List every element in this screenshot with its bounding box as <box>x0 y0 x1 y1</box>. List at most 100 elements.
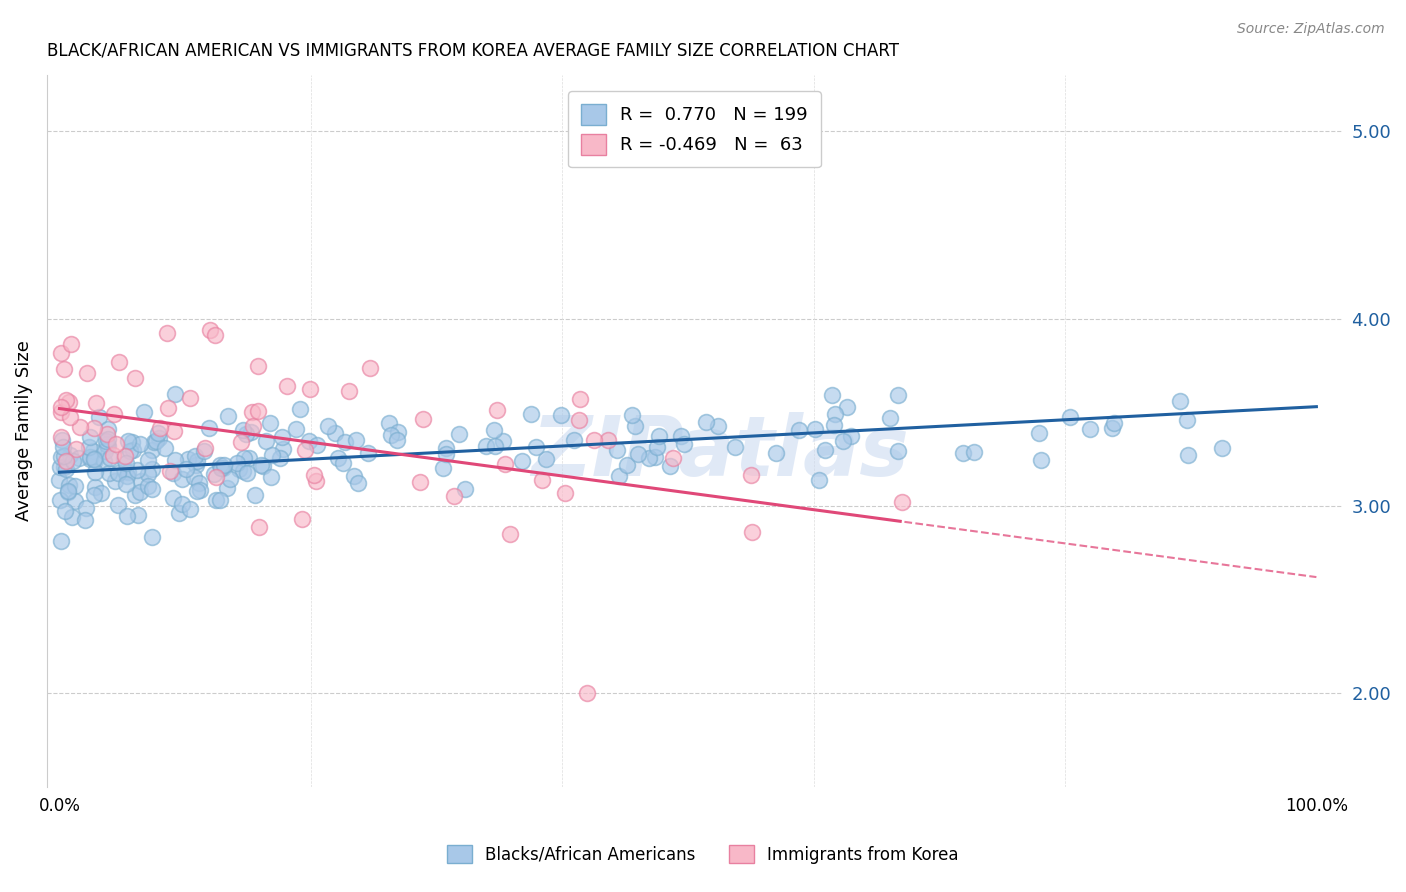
Legend: R =  0.770   N = 199, R = -0.469   N =  63: R = 0.770 N = 199, R = -0.469 N = 63 <box>568 91 821 168</box>
Point <box>138 467 160 481</box>
Point <box>89 409 111 424</box>
Point <box>170 497 193 511</box>
Point <box>242 419 264 434</box>
Point <box>167 506 190 520</box>
Point <box>337 384 360 399</box>
Point <box>832 434 855 449</box>
Point <box>128 485 150 500</box>
Point <box>82 444 104 458</box>
Point <box>260 449 283 463</box>
Point <box>252 458 274 473</box>
Point <box>79 430 101 444</box>
Point <box>104 474 127 488</box>
Point <box>59 409 82 424</box>
Point <box>65 442 87 456</box>
Point <box>1028 425 1050 440</box>
Point <box>239 425 262 440</box>
Point <box>193 441 215 455</box>
Point <box>107 498 129 512</box>
Point <box>163 387 186 401</box>
Point <box>671 429 693 443</box>
Point <box>302 468 325 483</box>
Point <box>75 501 97 516</box>
Point <box>179 391 201 405</box>
Point <box>79 452 101 467</box>
Point <box>97 432 120 446</box>
Point <box>56 485 79 500</box>
Point <box>115 509 138 524</box>
Point <box>214 458 236 472</box>
Point <box>484 440 506 454</box>
Point <box>141 482 163 496</box>
Text: Source: ZipAtlas.com: Source: ZipAtlas.com <box>1237 22 1385 37</box>
Point <box>569 392 592 406</box>
Point <box>183 470 205 484</box>
Point <box>620 409 643 423</box>
Point <box>149 421 172 435</box>
Point <box>193 443 215 458</box>
Point <box>534 452 557 467</box>
Point <box>51 433 73 447</box>
Point <box>238 450 260 465</box>
Point <box>52 449 75 463</box>
Point <box>49 492 72 507</box>
Point <box>443 489 465 503</box>
Point <box>83 450 105 465</box>
Point <box>141 443 163 458</box>
Point <box>52 441 75 455</box>
Point <box>890 494 912 508</box>
Point <box>96 427 118 442</box>
Point <box>49 404 72 418</box>
Point <box>141 529 163 543</box>
Point <box>55 462 77 476</box>
Point <box>49 534 72 549</box>
Point <box>103 407 125 421</box>
Point <box>1175 413 1198 427</box>
Point <box>409 475 432 489</box>
Point <box>1080 422 1102 436</box>
Point <box>357 446 380 460</box>
Point <box>212 461 235 475</box>
Point <box>606 443 628 458</box>
Point <box>97 439 120 453</box>
Point <box>83 451 105 466</box>
Text: BLACK/AFRICAN AMERICAN VS IMMIGRANTS FROM KOREA AVERAGE FAMILY SIZE CORRELATION : BLACK/AFRICAN AMERICAN VS IMMIGRANTS FRO… <box>46 42 898 60</box>
Point <box>662 451 685 466</box>
Point <box>231 434 253 449</box>
Point <box>627 447 650 461</box>
Point <box>52 361 75 376</box>
Point <box>132 405 155 419</box>
Point <box>285 422 308 436</box>
Point <box>60 510 83 524</box>
Point <box>648 429 671 443</box>
Point <box>96 437 118 451</box>
Point <box>117 465 139 479</box>
Point <box>124 370 146 384</box>
Point <box>250 458 273 472</box>
Point <box>114 450 136 464</box>
Point <box>108 354 131 368</box>
Point <box>163 424 186 438</box>
Point <box>232 424 254 438</box>
Point <box>228 462 250 476</box>
Point <box>52 459 75 474</box>
Point <box>83 465 105 479</box>
Point <box>839 429 862 443</box>
Point <box>644 450 666 464</box>
Point <box>97 466 120 480</box>
Point <box>236 466 259 480</box>
Point <box>807 473 830 487</box>
Point <box>823 417 845 432</box>
Point <box>69 420 91 434</box>
Point <box>616 458 638 472</box>
Point <box>186 458 208 472</box>
Point <box>568 413 591 427</box>
Point <box>59 337 82 351</box>
Point <box>114 464 136 478</box>
Point <box>141 462 163 476</box>
Point <box>51 400 73 414</box>
Point <box>53 504 76 518</box>
Point <box>510 453 533 467</box>
Point <box>159 464 181 478</box>
Point <box>73 513 96 527</box>
